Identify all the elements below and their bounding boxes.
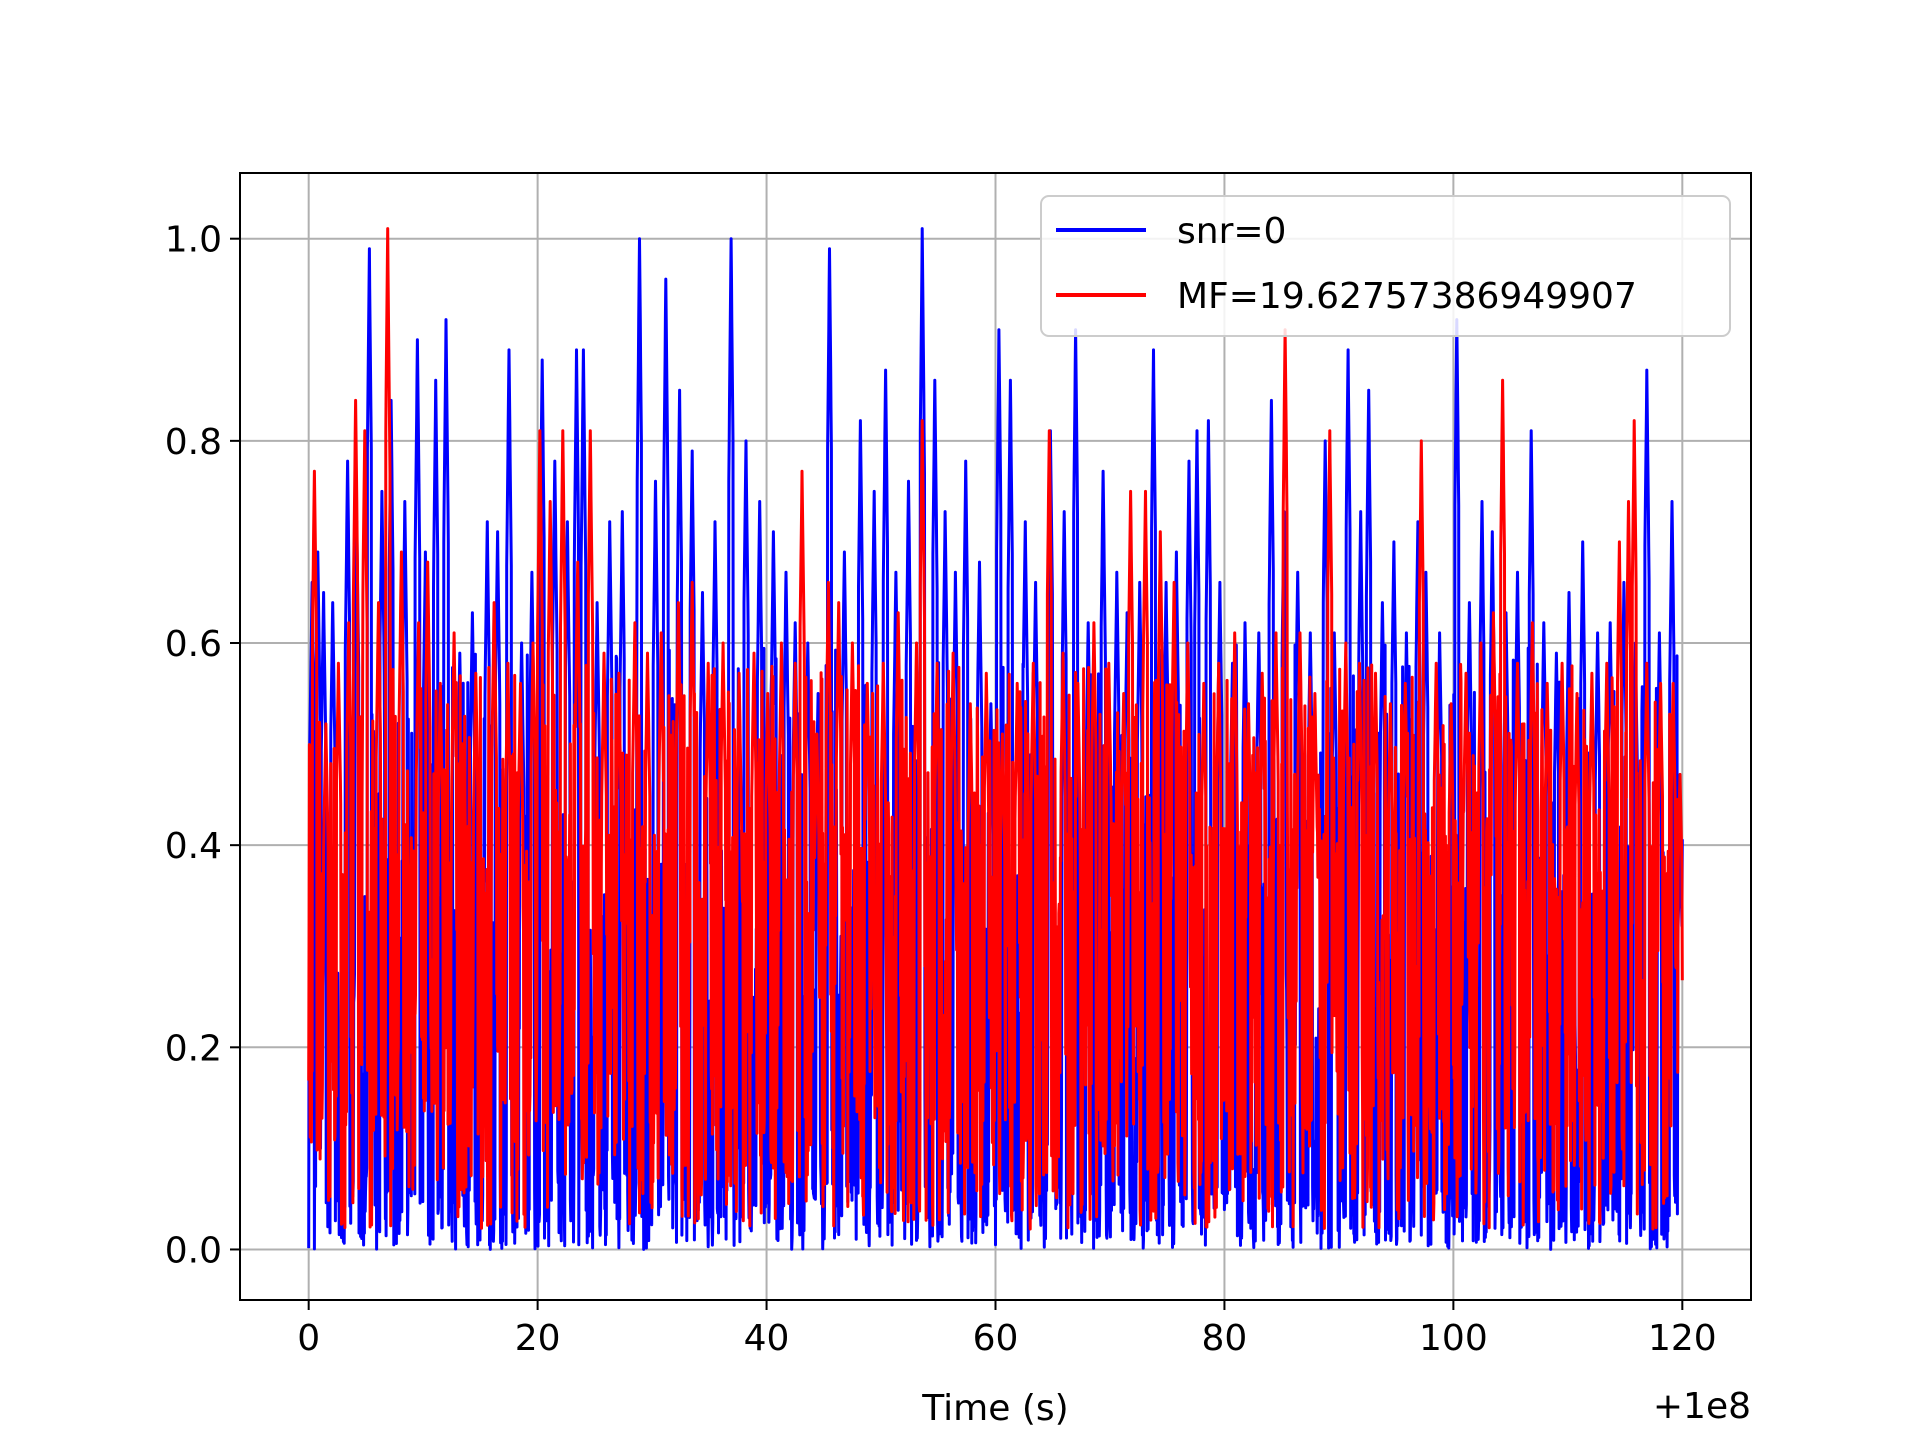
x-tick-label: 120 bbox=[1648, 1318, 1717, 1359]
legend-label-snr: snr=0 bbox=[1177, 211, 1286, 252]
ticks: 0 20 40 60 80 100 120 0.0 0.2 0.4 0.6 0.8 1.0 bbox=[165, 220, 1717, 1359]
y-tick-label: 0.6 bbox=[165, 624, 222, 665]
x-tick-label: 40 bbox=[744, 1318, 790, 1359]
legend: snr=0 MF=19.62757386949907 bbox=[1040, 195, 1731, 337]
x-axis-label: Time (s) bbox=[921, 1388, 1068, 1429]
series-line-mf bbox=[307, 227, 1684, 1231]
y-tick-label: 0.0 bbox=[165, 1230, 222, 1271]
y-tick-label: 0.2 bbox=[165, 1028, 222, 1069]
x-tick-label: 80 bbox=[1202, 1318, 1248, 1359]
x-tick-label: 100 bbox=[1419, 1318, 1488, 1359]
y-tick-label: 1.0 bbox=[165, 220, 222, 261]
x-tick-label: 20 bbox=[515, 1318, 561, 1359]
legend-box bbox=[1040, 195, 1731, 337]
y-tick-label: 0.4 bbox=[165, 826, 222, 867]
legend-label-mf: MF=19.62757386949907 bbox=[1177, 276, 1637, 317]
x-tick-label: 0 bbox=[297, 1318, 320, 1359]
y-tick-label: 0.8 bbox=[165, 422, 222, 463]
x-offset-label: +1e8 bbox=[1653, 1386, 1751, 1427]
series-layer bbox=[307, 227, 1684, 1251]
x-tick-label: 60 bbox=[973, 1318, 1019, 1359]
